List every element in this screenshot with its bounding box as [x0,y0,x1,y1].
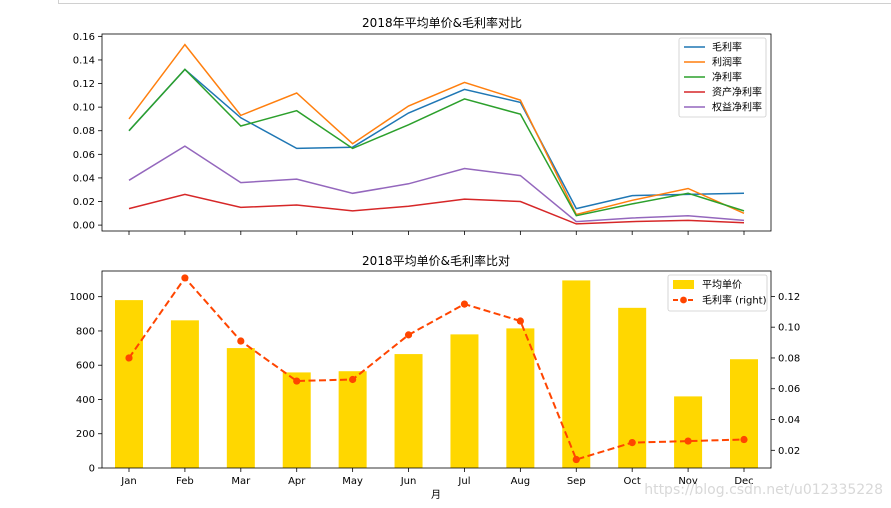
line-point-sep [572,455,580,464]
left-y-tick-label: 200 [76,429,95,440]
bar-nov [674,396,703,468]
top-y-tick-label: 0.02 [73,197,95,208]
bottom-left-y-axis: 0 200 400 600 800 1000 [70,292,102,475]
right-y-tick-label: 0.02 [778,446,800,457]
top-series-line-0 [128,68,745,210]
bar-mar [226,348,255,468]
bar-apr [282,372,311,468]
line-point-mar [237,337,245,345]
line-point-jun [404,331,413,339]
bar-sep [562,280,591,468]
bar-jun [394,354,423,468]
bottom-x-tick-label: Jul [457,476,470,487]
bottom-x-tick-label: Aug [511,476,531,487]
bottom-x-tick-label: Dec [734,476,753,487]
bar-dec [730,359,758,468]
line-point-may [349,375,357,384]
top-series-line-2 [128,68,745,217]
bottom-bars [115,280,758,468]
top-legend-label: 毛利率 [712,41,742,54]
line-point-jan [125,354,133,362]
top-y-tick-label: 0.04 [73,173,95,184]
top-chart-title: 2018年平均单价&毛利率对比 [362,15,522,30]
left-y-tick-label: 1000 [70,292,95,303]
top-y-tick-label: 0.08 [73,126,95,137]
line-point-jul [460,300,469,308]
line-point-nov [684,437,692,445]
left-y-tick-label: 0 [89,464,95,475]
right-axis-dashed-line [128,276,745,461]
bottom-x-tick-label: Apr [288,476,306,487]
bar-jul [450,334,479,468]
bottom-chart-title: 2018平均单价&毛利率比对 [362,253,510,268]
bar-may [338,371,367,468]
bottom-legend-bar-swatch [673,280,694,289]
line-point-aug [516,317,524,325]
bottom-plot-frame [101,270,772,469]
top-legend-label: 权益净利率 [712,101,762,114]
top-y-axis: 0.00 0.02 0.04 0.06 0.08 0.10 0.12 0.14 0.16 [73,32,102,232]
top-series-line-1 [128,43,745,216]
bar-jan [115,300,143,468]
bottom-x-tick-label: Jan [120,476,136,487]
top-plot-frame [101,33,772,232]
top-legend-label: 资产净利率 [712,86,762,99]
left-y-tick-label: 400 [76,395,95,406]
bottom-x-axis: Jan Feb Mar Apr May Jun Jul Aug Sep Oct Nov Dec [120,468,754,487]
top-x-axis [128,231,745,235]
right-y-tick-label: 0.08 [778,353,800,364]
watermark: https://blog.csdn.net/u012335228 [644,482,883,498]
top-legend-box [678,37,767,118]
bottom-x-tick-label: Feb [176,476,194,487]
bottom-legend-line-marker [680,296,687,304]
top-series-lines [128,43,745,225]
bottom-legend-bar-label: 平均单价 [702,279,742,291]
right-y-tick-label: 0.06 [778,384,800,395]
notebook-cell-border [58,0,891,4]
bottom-x-tick-label: Nov [678,476,698,487]
top-series-line-4 [128,145,745,223]
top-legend-label: 净利率 [712,71,742,84]
bottom-x-tick-label: Sep [567,476,586,487]
right-y-tick-label: 0.12 [778,292,800,303]
top-y-tick-label: 0.00 [73,221,95,232]
bar-aug [506,328,535,468]
top-y-tick-label: 0.16 [73,32,95,43]
top-y-tick-label: 0.14 [73,55,95,66]
bottom-x-tick-label: Mar [231,476,251,487]
bottom-x-tick-label: Jun [400,476,417,487]
line-point-apr [293,377,301,385]
right-y-tick-label: 0.04 [778,415,800,426]
bottom-x-tick-label: Oct [624,476,641,487]
bar-feb [170,320,199,468]
bottom-right-line [125,274,748,464]
top-legend-label: 利润率 [712,56,742,69]
top-y-tick-label: 0.06 [73,150,95,161]
top-y-tick-label: 0.10 [73,103,95,114]
line-point-feb [181,274,189,282]
line-point-oct [628,439,636,447]
top-series-line-3 [128,193,745,225]
bottom-legend-line-label: 毛利率 (right) [702,294,767,307]
line-point-dec [740,435,748,444]
top-line-chart: 2018年平均单价&毛利率对比 0.00 0.02 0.04 0.06 0.08 0.10… [73,15,772,235]
left-y-tick-label: 600 [76,361,95,372]
bottom-x-axis-label: 月 [431,489,441,501]
bottom-x-tick-label: May [342,476,363,487]
right-y-tick-label: 0.10 [778,323,800,334]
bottom-right-y-axis: 0.02 0.04 0.06 0.08 0.10 0.12 [771,292,800,457]
top-y-tick-label: 0.12 [73,79,95,90]
left-y-tick-label: 800 [76,326,95,337]
